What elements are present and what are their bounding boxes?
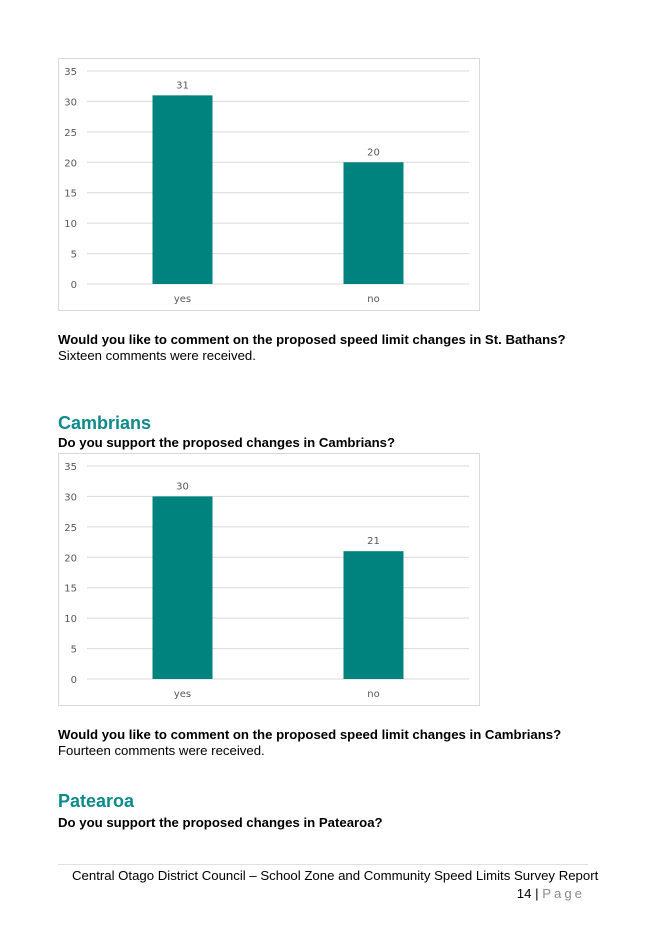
y-tick-label: 10 xyxy=(64,614,77,625)
y-tick-label: 30 xyxy=(64,97,77,108)
chart-cambrians-support: 0 5 10 15 20 25 30 35 30 yes 21 no xyxy=(58,453,480,706)
st-bathans-comment-question: Would you like to comment on the propose… xyxy=(58,332,566,347)
patearoa-support-question: Do you support the proposed changes in P… xyxy=(58,815,383,830)
y-tick-label: 25 xyxy=(64,128,77,139)
y-tick-label: 5 xyxy=(71,250,77,261)
page-number: 14 | Page xyxy=(517,886,585,901)
y-tick-label: 15 xyxy=(64,189,77,200)
y-tick-label: 5 xyxy=(71,645,77,656)
chart-st-bathans-support: 0 5 10 15 20 25 30 35 31 yes 20 no xyxy=(58,58,480,311)
data-label: 21 xyxy=(367,536,380,547)
page-word: Page xyxy=(542,886,585,901)
y-tick-label: 20 xyxy=(64,158,77,169)
bar-yes xyxy=(152,496,213,679)
cambrians-support-question: Do you support the proposed changes in C… xyxy=(58,435,396,450)
y-tick-label: 35 xyxy=(64,462,77,473)
y-tick-label: 35 xyxy=(64,67,77,78)
bar-chart-svg: 0 5 10 15 20 25 30 35 31 yes 20 no xyxy=(64,67,469,305)
page-separator: | xyxy=(535,886,539,901)
y-tick-label: 30 xyxy=(64,492,77,503)
bar-no xyxy=(343,162,404,284)
bar-chart-svg: 0 5 10 15 20 25 30 35 30 yes 21 no xyxy=(64,462,469,700)
y-tick-label: 15 xyxy=(64,584,77,595)
y-tick-label: 0 xyxy=(71,675,77,686)
y-tick-label: 25 xyxy=(64,523,77,534)
footer-divider xyxy=(58,864,588,865)
x-tick-label: no xyxy=(367,689,379,700)
data-label: 30 xyxy=(176,481,189,492)
page-number-value: 14 xyxy=(516,886,532,901)
y-tick-label: 10 xyxy=(64,219,77,230)
cambrians-comment-question: Would you like to comment on the propose… xyxy=(58,727,562,742)
bar-yes xyxy=(152,95,213,284)
x-tick-label: yes xyxy=(174,294,191,305)
cambrians-comment-answer: Fourteen comments were received. xyxy=(58,743,265,758)
patearoa-heading: Patearoa xyxy=(58,791,135,811)
bar-no xyxy=(343,551,404,679)
data-label: 31 xyxy=(176,80,189,91)
data-label: 20 xyxy=(367,147,380,158)
y-tick-label: 0 xyxy=(71,280,77,291)
footer-report-title: Central Otago District Council – School … xyxy=(72,868,599,883)
y-tick-label: 20 xyxy=(64,553,77,564)
cambrians-heading: Cambrians xyxy=(58,413,152,433)
x-tick-label: no xyxy=(367,294,379,305)
st-bathans-comment-answer: Sixteen comments were received. xyxy=(58,348,256,363)
x-tick-label: yes xyxy=(174,689,191,700)
